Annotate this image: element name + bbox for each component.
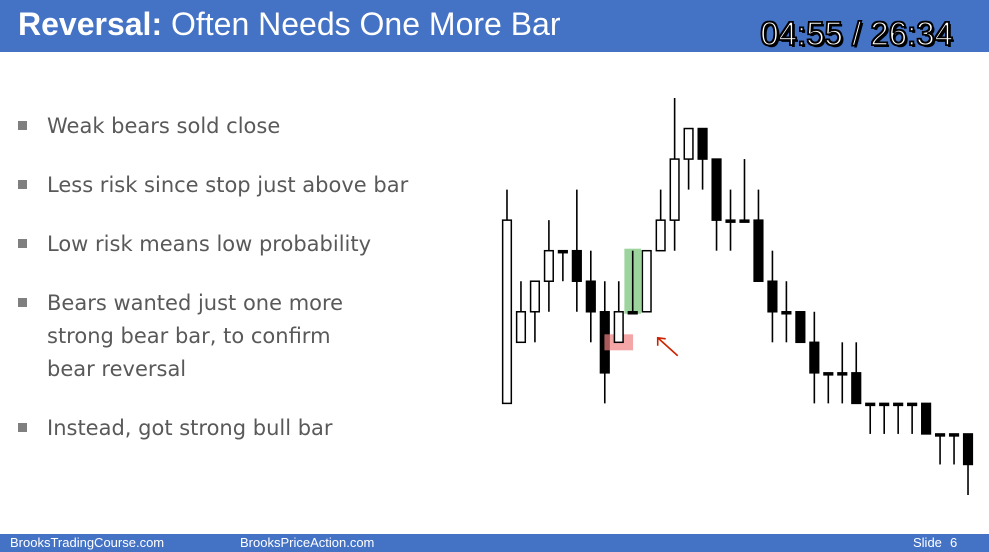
slide-title-bold: Reversal: — [18, 6, 163, 42]
candle-body — [851, 372, 862, 405]
candle-body — [948, 433, 960, 437]
candle-body — [907, 402, 918, 407]
candle-body — [962, 433, 974, 466]
candle-body — [529, 280, 541, 313]
video-timer: 04:55 / 26:34 — [760, 14, 954, 53]
candle-body — [879, 402, 890, 407]
candle-body — [753, 219, 764, 282]
bullet-square-icon — [18, 423, 27, 432]
candle-body — [543, 249, 554, 282]
candle-body — [641, 249, 652, 313]
bullet-text: Low risk means low probability — [47, 232, 372, 256]
candle-body — [613, 311, 624, 344]
slide-label: Slide — [913, 535, 942, 550]
candle-body — [893, 402, 904, 407]
candle-body — [515, 311, 527, 344]
bullet-square-icon — [18, 180, 27, 189]
bullet-square-icon — [18, 239, 27, 248]
candle-body — [683, 127, 694, 160]
footer-bar: BrooksTradingCourse.com BrooksPriceActio… — [0, 534, 989, 552]
bullet-square-icon — [18, 121, 27, 130]
candle-body — [767, 280, 778, 313]
footer-site-2: BrooksPriceAction.com — [240, 535, 375, 550]
slide-number: 6 — [950, 535, 958, 550]
candle-body — [809, 341, 820, 374]
annotation-arrow — [657, 337, 679, 357]
title-bar: Reversal: Often Needs One More Bar 04:55… — [0, 0, 989, 53]
candle-body — [865, 402, 876, 407]
candle-body — [627, 311, 638, 315]
candle-body — [557, 249, 568, 254]
annotation-arrowhead — [656, 336, 666, 346]
candle-body — [669, 158, 680, 221]
candle-body — [781, 311, 792, 315]
bullet-text: Weak bears sold close — [47, 114, 281, 138]
bullet-text: Instead, got strong bull bar — [47, 416, 333, 440]
candle-body — [837, 372, 848, 376]
candle-body — [655, 219, 666, 252]
slide-title: Reversal: Often Needs One More Bar — [18, 4, 561, 44]
candle-body — [921, 402, 932, 435]
candle-body — [711, 158, 722, 221]
candle-body — [934, 433, 946, 437]
candle-body — [585, 280, 596, 313]
candle-body — [697, 127, 708, 160]
bullet-square-icon — [18, 298, 27, 307]
candle-body — [571, 249, 582, 282]
candle-body — [739, 219, 750, 223]
footer-site-1: BrooksTradingCourse.com — [10, 535, 165, 550]
bullet-text: Bears wanted just one more strong bear b… — [47, 291, 344, 381]
slide-title-rest: Often Needs One More Bar — [170, 6, 561, 42]
bullet-text: Less risk since stop just above bar — [47, 173, 409, 197]
candlestick-chart — [501, 98, 974, 495]
candle-body — [795, 311, 806, 344]
candle-body — [725, 219, 736, 223]
candle-body — [501, 219, 513, 405]
candle-body — [823, 372, 834, 376]
